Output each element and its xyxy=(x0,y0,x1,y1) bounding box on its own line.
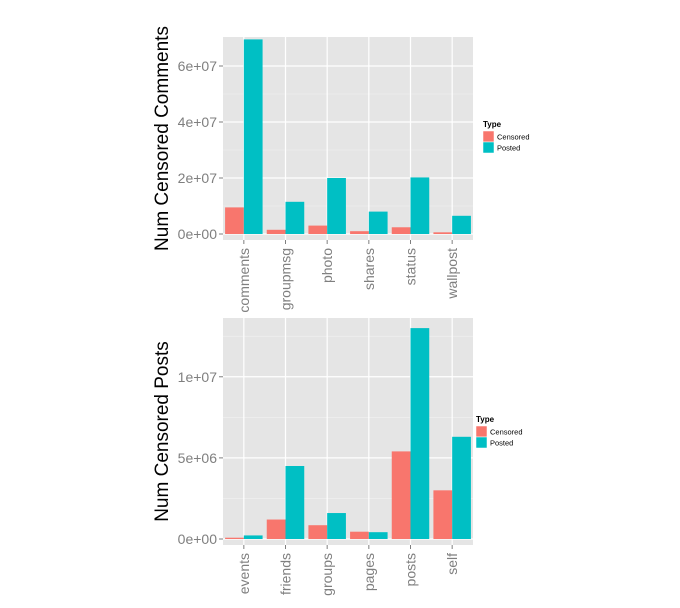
legend: Type Censored Posted xyxy=(475,415,523,449)
bar-censored-pages xyxy=(350,531,369,539)
legend-label: Censored xyxy=(497,133,530,142)
chart-1: 0e+00 2e+07 4e+07 6e+07 comments groupmsg phot… xyxy=(152,26,530,313)
bar-posted-groupmsg xyxy=(285,201,305,234)
bar-censored-comments xyxy=(225,207,244,234)
bar-censored-shares xyxy=(350,231,369,234)
y-tick-label: 0e+00 xyxy=(178,531,218,547)
x-tick-label: comments xyxy=(236,248,252,313)
x-tick-label: groups xyxy=(319,553,335,596)
bar-posted-pages xyxy=(368,532,388,539)
x-tick-label: posts xyxy=(403,553,419,586)
bar-posted-comments xyxy=(243,39,263,235)
y-tick-label: 2e+07 xyxy=(178,170,218,186)
legend-title: Type xyxy=(476,415,495,424)
bar-censored-self xyxy=(433,490,453,539)
plot-panel xyxy=(223,318,473,545)
y-axis-label: Num Censored Comments xyxy=(152,26,173,251)
bar-posted-self xyxy=(452,436,471,539)
legend-label: Censored xyxy=(490,428,523,437)
bar-posted-shares xyxy=(368,211,388,234)
x-tick-label: events xyxy=(236,553,252,594)
y-tick-label: 6e+07 xyxy=(178,58,218,74)
legend-key-posted xyxy=(475,436,488,449)
bar-censored-status xyxy=(391,227,411,234)
y-tick-label: 1e+07 xyxy=(178,369,218,385)
bar-censored-events xyxy=(225,537,244,539)
bar-posted-events xyxy=(243,535,263,539)
legend-key-censored xyxy=(475,425,488,438)
legend-key-posted xyxy=(482,141,495,154)
bar-posted-posts xyxy=(410,328,430,539)
bar-posted-status xyxy=(410,177,430,234)
x-tick-label: photo xyxy=(319,248,335,283)
bar-posted-photo xyxy=(327,178,346,234)
bar-posted-friends xyxy=(285,466,305,539)
x-tick-label: friends xyxy=(278,553,294,595)
legend: Type Censored Posted xyxy=(482,120,530,154)
x-tick-label: self xyxy=(444,553,460,575)
bar-censored-wallpost xyxy=(433,232,453,234)
x-tick-label: wallpost xyxy=(444,248,460,300)
bar-censored-photo xyxy=(308,225,328,234)
bar-censored-groups xyxy=(308,525,328,539)
bar-censored-friends xyxy=(266,519,286,539)
bar-posted-wallpost xyxy=(452,215,471,234)
legend-key-censored xyxy=(482,130,495,143)
x-tick-label: groupmsg xyxy=(278,248,294,310)
chart-2: 0e+00 5e+06 1e+07 events friends groups pages p… xyxy=(152,318,523,596)
bar-censored-groupmsg xyxy=(266,229,286,234)
legend-label: Posted xyxy=(490,439,513,448)
x-tick-label: status xyxy=(403,248,419,285)
bar-posted-groups xyxy=(327,513,346,539)
y-axis-label: Num Censored Posts xyxy=(152,341,173,522)
legend-title: Type xyxy=(483,120,502,129)
y-tick-label: 4e+07 xyxy=(178,114,218,130)
y-tick-label: 5e+06 xyxy=(178,450,218,466)
legend-label: Posted xyxy=(497,144,520,153)
x-tick-label: pages xyxy=(361,553,377,591)
bar-censored-posts xyxy=(391,451,411,539)
x-tick-label: shares xyxy=(361,248,377,290)
y-tick-label: 0e+00 xyxy=(178,226,218,242)
